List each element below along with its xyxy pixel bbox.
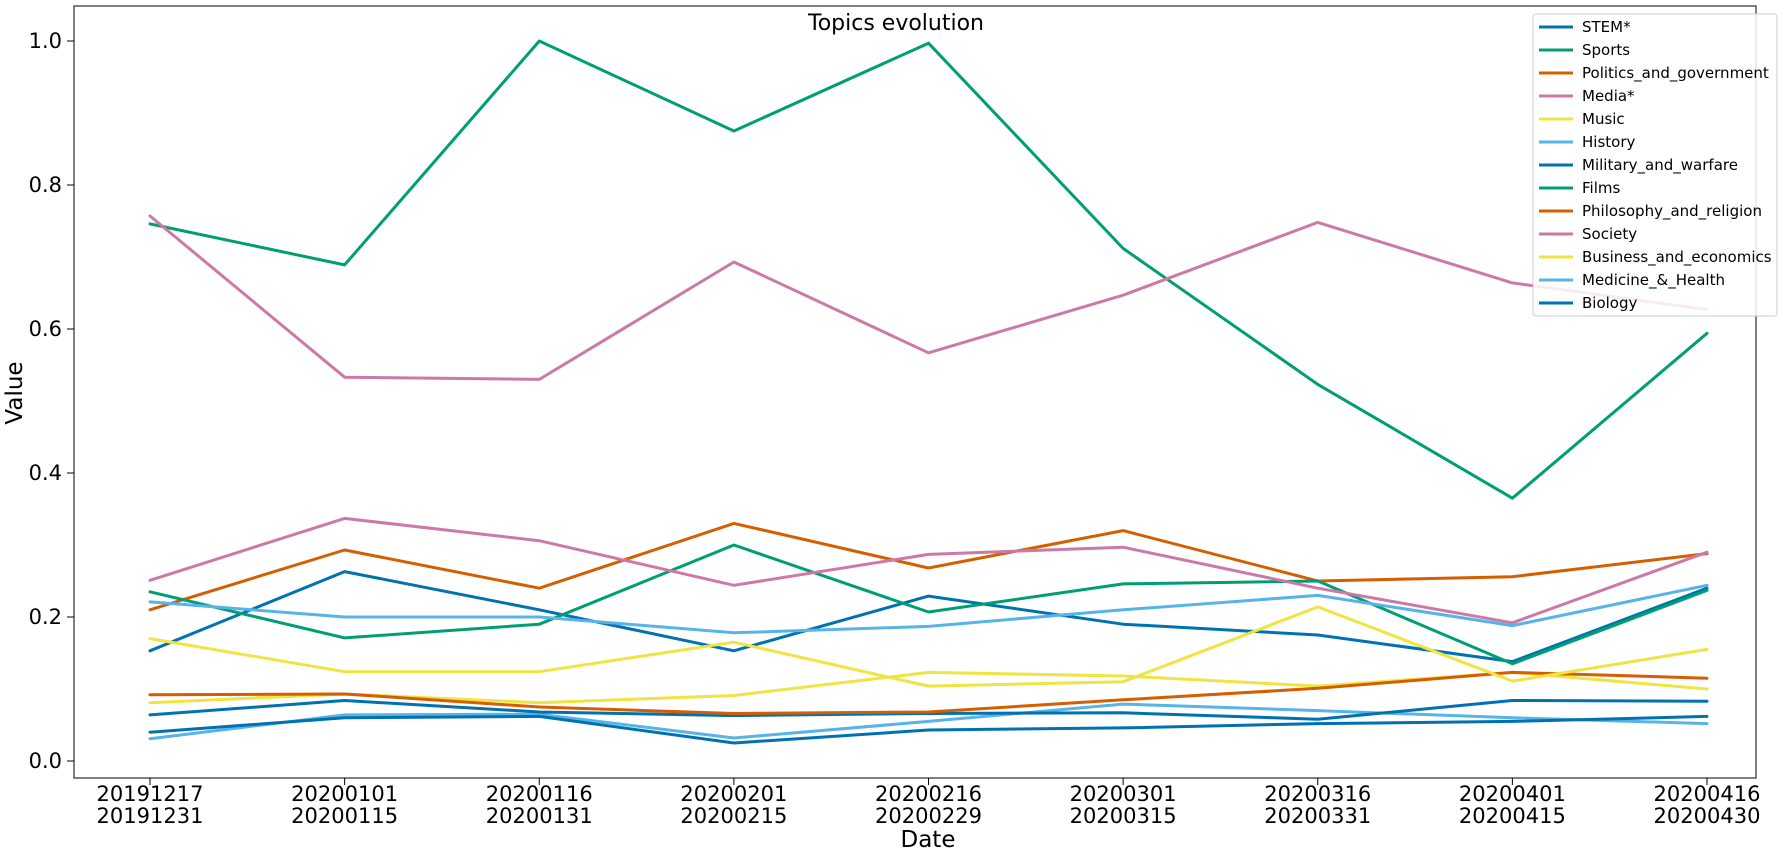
legend-entry: Biology xyxy=(1582,294,1638,312)
series-line xyxy=(148,583,1709,635)
x-tick-label: 20200115 xyxy=(291,804,398,828)
series-layer xyxy=(148,39,1709,745)
legend-entry: Sports xyxy=(1582,41,1630,59)
x-tick-label: 20200301 xyxy=(1070,782,1177,806)
legend: STEM* Sports Politics_and_government Media*… xyxy=(1532,13,1778,317)
chart-title: Topics evolution xyxy=(807,11,984,36)
y-tick-label: 0.6 xyxy=(29,317,62,341)
plot-frame xyxy=(73,5,1757,779)
y-tick-label: 0.0 xyxy=(29,749,62,773)
series-line xyxy=(148,543,1709,666)
series-line xyxy=(148,570,1709,664)
y-tick-label: 0.2 xyxy=(29,605,62,629)
legend-entry: Society xyxy=(1582,225,1637,243)
legend-entry: Politics_and_government xyxy=(1582,64,1769,83)
series-line xyxy=(148,39,1709,500)
x-tick-label: 20200116 xyxy=(486,782,593,806)
x-tick-label: 20200430 xyxy=(1654,804,1761,828)
legend-entry: History xyxy=(1582,133,1635,151)
series-line xyxy=(148,521,1709,612)
x-tick-label: 20200415 xyxy=(1459,804,1566,828)
series-line xyxy=(148,670,1709,715)
legend-entry: STEM* xyxy=(1582,18,1631,36)
series-line xyxy=(148,714,1709,745)
x-tick-label: 20200229 xyxy=(875,804,982,828)
legend-entry: Medicine_&_Health xyxy=(1582,271,1725,290)
legend-entry: Philosophy_and_religion xyxy=(1582,202,1762,221)
y-tick-label: 0.4 xyxy=(29,461,62,485)
x-axis-label: Date xyxy=(901,827,956,853)
legend-entry: Films xyxy=(1582,179,1620,197)
series-line xyxy=(148,214,1709,381)
y-axis: 0.0 0.2 0.4 0.6 0.8 1.0 xyxy=(29,29,74,773)
legend-entry: Business_and_economics xyxy=(1582,248,1772,267)
x-tick-label: 20200401 xyxy=(1459,782,1566,806)
x-tick-label: 20200416 xyxy=(1654,782,1761,806)
x-tick-label: 20200315 xyxy=(1070,804,1177,828)
legend-box xyxy=(1532,13,1778,317)
legend-entry: Media* xyxy=(1582,87,1635,105)
series-line xyxy=(148,605,1709,688)
x-tick-label: 20191217 xyxy=(97,782,204,806)
y-tick-label: 1.0 xyxy=(29,29,62,53)
x-tick-label: 20200216 xyxy=(875,782,982,806)
x-tick-label: 20200331 xyxy=(1264,804,1371,828)
x-tick-label: 20200201 xyxy=(680,782,787,806)
x-tick-label: 20200131 xyxy=(486,804,593,828)
legend-entry: Military_and_warfare xyxy=(1582,156,1738,175)
y-axis-label: Value xyxy=(2,361,28,424)
series-line xyxy=(148,702,1709,741)
series-line xyxy=(148,516,1709,625)
legend-entry: Music xyxy=(1582,110,1625,128)
y-tick-label: 0.8 xyxy=(29,173,62,197)
x-tick-label: 20200101 xyxy=(291,782,398,806)
x-tick-label: 20200316 xyxy=(1264,782,1371,806)
x-tick-label: 20191231 xyxy=(97,804,204,828)
x-tick-label: 20200215 xyxy=(680,804,787,828)
